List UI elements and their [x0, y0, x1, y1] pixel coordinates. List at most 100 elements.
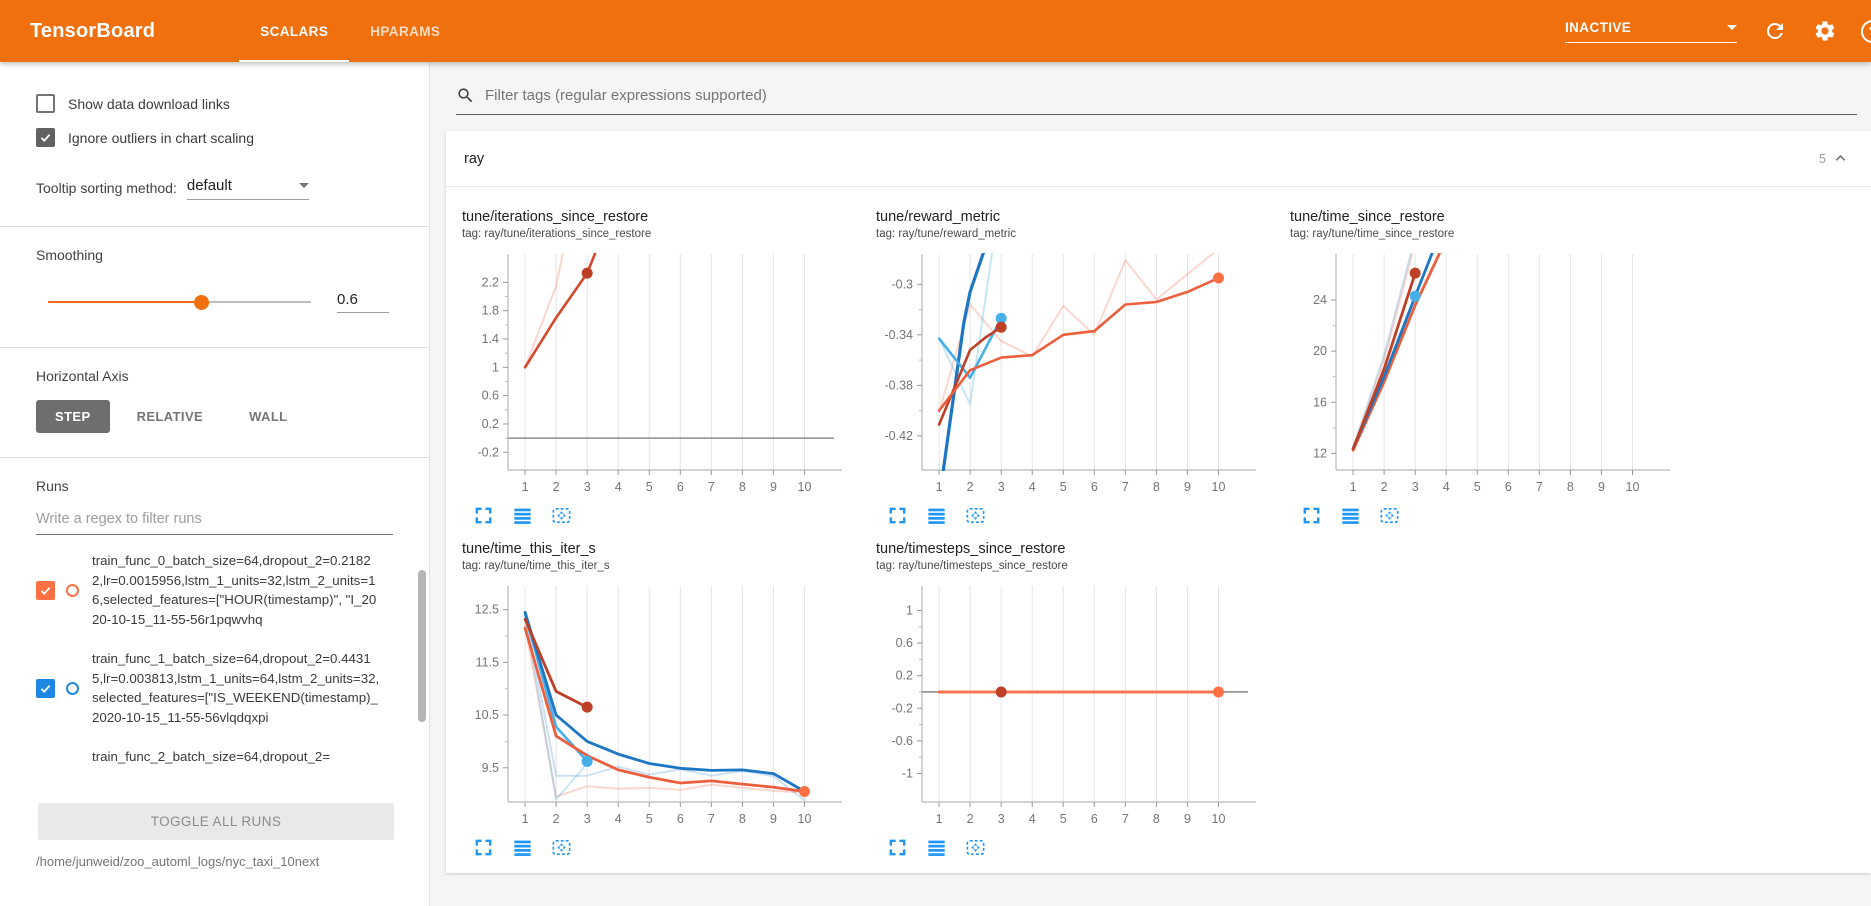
svg-text:1: 1 [1350, 480, 1357, 494]
tooltip-sorting-label: Tooltip sorting method: [36, 180, 177, 196]
run-list-item: train_func_2_batch_size=64,dropout_2= [36, 747, 393, 767]
svg-text:7: 7 [1122, 812, 1129, 826]
log-scale-icon[interactable] [1339, 504, 1362, 527]
chevron-up-icon[interactable] [1832, 150, 1849, 167]
chart-plot[interactable]: -0.42 -0.38 -0.34 -0.3 1 2 3 4 5 6 7 8 9 10 [876, 248, 1258, 502]
run-list-item: train_func_1_batch_size=64,dropout_2=0.4… [36, 649, 393, 727]
tooltip-sorting-select[interactable]: default [186, 177, 309, 200]
fit-domain-icon[interactable] [550, 836, 573, 859]
tag-group-header[interactable]: ray 5 [446, 131, 1871, 187]
chart-plot[interactable]: -1 -0.6 -0.2 0.2 0.6 1 1 2 3 4 5 6 7 8 9 10 [876, 580, 1258, 834]
toggle-all-runs-button[interactable]: TOGGLE ALL RUNS [38, 803, 394, 840]
svg-text:1.8: 1.8 [482, 304, 499, 318]
svg-text:1: 1 [906, 603, 913, 617]
tab-hparams[interactable]: HPARAMS [370, 23, 441, 39]
chart-tag: tag: ray/tune/time_this_iter_s [462, 560, 610, 572]
svg-text:5: 5 [646, 812, 653, 826]
runs-list: train_func_0_batch_size=64,dropout_2=0.2… [36, 551, 393, 801]
svg-text:-0.2: -0.2 [891, 701, 913, 715]
runs-filter-input[interactable] [36, 506, 393, 535]
chart-toolbar [886, 836, 1290, 859]
fit-domain-icon[interactable] [550, 504, 573, 527]
svg-text:9: 9 [770, 812, 777, 826]
ignore-outliers-label: Ignore outliers in chart scaling [68, 129, 254, 146]
status-value: INACTIVE [1565, 19, 1632, 35]
svg-text:9: 9 [1184, 812, 1191, 826]
svg-text:8: 8 [739, 480, 746, 494]
svg-text:4: 4 [615, 480, 622, 494]
svg-text:4: 4 [615, 812, 622, 826]
expand-chart-icon[interactable] [886, 836, 909, 859]
tooltip-sorting-value: default [186, 177, 232, 194]
svg-text:1: 1 [936, 480, 943, 494]
runs-scrollbar-thumb[interactable] [418, 570, 426, 722]
axis-wall-button[interactable]: WALL [249, 409, 288, 424]
svg-text:12: 12 [1313, 446, 1327, 460]
chart-title: tune/time_this_iter_s [462, 541, 596, 557]
svg-text:9: 9 [1184, 480, 1191, 494]
svg-text:11.5: 11.5 [476, 655, 499, 669]
refresh-icon[interactable] [1763, 19, 1787, 43]
log-scale-icon[interactable] [511, 836, 534, 859]
chart-title: tune/iterations_since_restore [462, 209, 649, 225]
smoothing-slider[interactable] [48, 294, 311, 310]
fit-domain-icon[interactable] [964, 836, 987, 859]
svg-text:10: 10 [1212, 480, 1226, 494]
tag-filter-input[interactable] [485, 87, 1857, 104]
svg-text:-0.6: -0.6 [891, 734, 913, 748]
show-download-checkbox[interactable] [36, 94, 55, 113]
fit-domain-icon[interactable] [1378, 504, 1401, 527]
svg-text:8: 8 [1153, 480, 1160, 494]
log-scale-icon[interactable] [925, 504, 948, 527]
svg-text:0.2: 0.2 [482, 417, 499, 431]
expand-chart-icon[interactable] [1300, 504, 1323, 527]
log-scale-icon[interactable] [925, 836, 948, 859]
chart-plot[interactable]: -0.2 0.2 0.6 1 1.4 1.8 2.2 1 2 3 4 5 6 7 8 9 10 [462, 248, 844, 502]
tab-scalars[interactable]: SCALARS [239, 0, 349, 62]
svg-text:5: 5 [1060, 812, 1067, 826]
smoothing-value-input[interactable]: 0.6 [337, 291, 389, 313]
slider-fill [48, 301, 201, 303]
expand-chart-icon[interactable] [472, 504, 495, 527]
svg-text:10: 10 [1626, 480, 1640, 494]
status-dropdown[interactable]: INACTIVE [1565, 20, 1737, 43]
run-color-radio[interactable] [66, 681, 79, 695]
expand-chart-icon[interactable] [472, 836, 495, 859]
svg-text:-1: -1 [902, 766, 913, 780]
ignore-outliers-checkbox[interactable] [36, 128, 55, 147]
expand-chart-icon[interactable] [886, 504, 909, 527]
log-directory-path: /home/junweid/zoo_automl_logs/nyc_taxi_1… [36, 854, 320, 869]
axis-relative-button[interactable]: RELATIVE [136, 409, 204, 424]
svg-text:6: 6 [1091, 480, 1098, 494]
tag-group-title: ray [464, 150, 485, 167]
svg-text:9: 9 [1598, 480, 1605, 494]
run-checkbox[interactable] [36, 580, 55, 600]
svg-text:3: 3 [584, 812, 591, 826]
chart-panel: tune/timesteps_since_restore tag: ray/tu… [876, 541, 1290, 859]
fit-domain-icon[interactable] [964, 504, 987, 527]
run-color-radio[interactable] [66, 583, 79, 597]
run-name: train_func_2_batch_size=64,dropout_2= [92, 749, 331, 764]
chart-plot[interactable]: 9.5 10.5 11.5 12.5 1 2 3 4 5 6 7 8 9 10 [462, 580, 844, 834]
help-icon[interactable]: ? [1861, 19, 1871, 43]
run-name: train_func_1_batch_size=64,dropout_2=0.4… [92, 651, 380, 725]
axis-step-button[interactable]: STEP [36, 400, 110, 433]
svg-text:-0.38: -0.38 [885, 378, 914, 392]
svg-text:8: 8 [739, 812, 746, 826]
log-scale-icon[interactable] [511, 504, 534, 527]
settings-gear-icon[interactable] [1813, 19, 1837, 43]
slider-thumb[interactable] [193, 294, 209, 310]
charts-grid: tune/iterations_since_restore tag: ray/t… [446, 187, 1871, 873]
search-icon [456, 86, 475, 105]
chart-tag: tag: ray/tune/iterations_since_restore [462, 228, 652, 240]
show-download-label: Show data download links [68, 95, 230, 112]
run-checkbox[interactable] [36, 678, 55, 698]
svg-text:4: 4 [1029, 812, 1036, 826]
svg-text:6: 6 [677, 480, 684, 494]
chevron-down-icon [1727, 24, 1737, 30]
svg-text:7: 7 [708, 480, 715, 494]
chart-tag: tag: ray/tune/timesteps_since_restore [876, 560, 1068, 572]
svg-text:3: 3 [584, 480, 591, 494]
svg-text:3: 3 [1412, 480, 1419, 494]
